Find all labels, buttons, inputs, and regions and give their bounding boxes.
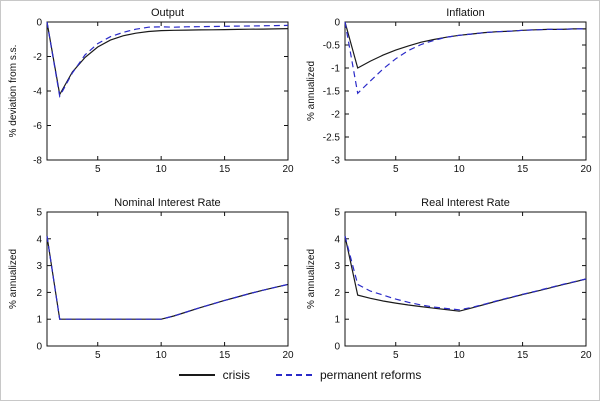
svg-text:Nominal Interest Rate: Nominal Interest Rate bbox=[114, 197, 220, 209]
svg-text:5: 5 bbox=[334, 208, 340, 219]
svg-text:15: 15 bbox=[219, 350, 231, 361]
svg-text:5: 5 bbox=[95, 350, 101, 361]
svg-text:% annualized: % annualized bbox=[306, 249, 317, 309]
svg-text:15: 15 bbox=[219, 164, 231, 175]
svg-text:-8: -8 bbox=[33, 156, 42, 167]
chart-inflation: 5 10 15 20 0 -0.5 -1 -1.5 -2 -2.5 -3 Inflation % ann… bbox=[305, 5, 593, 177]
svg-text:10: 10 bbox=[454, 164, 466, 175]
svg-text:-2: -2 bbox=[33, 52, 42, 63]
svg-text:-6: -6 bbox=[33, 121, 42, 132]
svg-text:20: 20 bbox=[282, 350, 294, 361]
svg-text:3: 3 bbox=[36, 261, 42, 272]
svg-text:5: 5 bbox=[393, 164, 399, 175]
legend-label-crisis: crisis bbox=[222, 368, 250, 382]
chart-output: 5 10 15 20 0 -2 -4 -6 -8 Output % deviation from s… bbox=[7, 5, 295, 177]
svg-text:0: 0 bbox=[334, 342, 340, 353]
legend-item-crisis: crisis bbox=[178, 368, 250, 382]
svg-text:20: 20 bbox=[282, 164, 294, 175]
legend: crisis permanent reforms bbox=[1, 368, 599, 382]
svg-text:-1.5: -1.5 bbox=[323, 87, 341, 98]
svg-text:4: 4 bbox=[334, 234, 340, 245]
svg-text:0: 0 bbox=[334, 18, 340, 29]
svg-text:-3: -3 bbox=[331, 156, 340, 167]
svg-text:-2.5: -2.5 bbox=[323, 133, 341, 144]
svg-text:10: 10 bbox=[156, 164, 168, 175]
svg-text:15: 15 bbox=[517, 164, 529, 175]
svg-text:3: 3 bbox=[334, 261, 340, 272]
svg-text:15: 15 bbox=[517, 350, 529, 361]
svg-text:20: 20 bbox=[580, 350, 592, 361]
legend-label-permanent-reforms: permanent reforms bbox=[319, 368, 422, 382]
svg-text:10: 10 bbox=[156, 350, 168, 361]
svg-text:2: 2 bbox=[334, 288, 340, 299]
svg-text:0: 0 bbox=[36, 18, 42, 29]
svg-text:5: 5 bbox=[95, 164, 101, 175]
svg-text:2: 2 bbox=[36, 288, 42, 299]
legend-item-permanent-reforms: permanent reforms bbox=[275, 368, 422, 382]
svg-text:-2: -2 bbox=[331, 110, 340, 121]
svg-text:1: 1 bbox=[334, 315, 340, 326]
svg-text:5: 5 bbox=[393, 350, 399, 361]
svg-text:% deviation from s.s.: % deviation from s.s. bbox=[8, 45, 19, 138]
svg-text:5: 5 bbox=[36, 208, 42, 219]
svg-text:-0.5: -0.5 bbox=[323, 41, 341, 52]
chart-nominal-interest-rate: 5 10 15 20 0 1 2 3 4 5 Nominal Interest Rate % annu… bbox=[7, 195, 295, 363]
svg-text:-1: -1 bbox=[331, 64, 340, 75]
svg-text:Output: Output bbox=[151, 7, 184, 19]
svg-text:0: 0 bbox=[36, 342, 42, 353]
chart-real-interest-rate: 5 10 15 20 0 1 2 3 4 5 Real Interest Rate % annuali… bbox=[305, 195, 593, 363]
svg-text:1: 1 bbox=[36, 315, 42, 326]
permanent-reforms-line-sample bbox=[275, 374, 312, 376]
svg-text:4: 4 bbox=[36, 234, 42, 245]
svg-text:Real Interest Rate: Real Interest Rate bbox=[421, 197, 510, 209]
svg-text:% annualized: % annualized bbox=[8, 249, 19, 309]
svg-text:% annualized: % annualized bbox=[306, 61, 317, 121]
svg-text:Inflation: Inflation bbox=[446, 7, 485, 19]
svg-text:10: 10 bbox=[454, 350, 466, 361]
svg-text:20: 20 bbox=[580, 164, 592, 175]
crisis-line-sample bbox=[178, 374, 215, 376]
svg-text:-4: -4 bbox=[33, 87, 42, 98]
